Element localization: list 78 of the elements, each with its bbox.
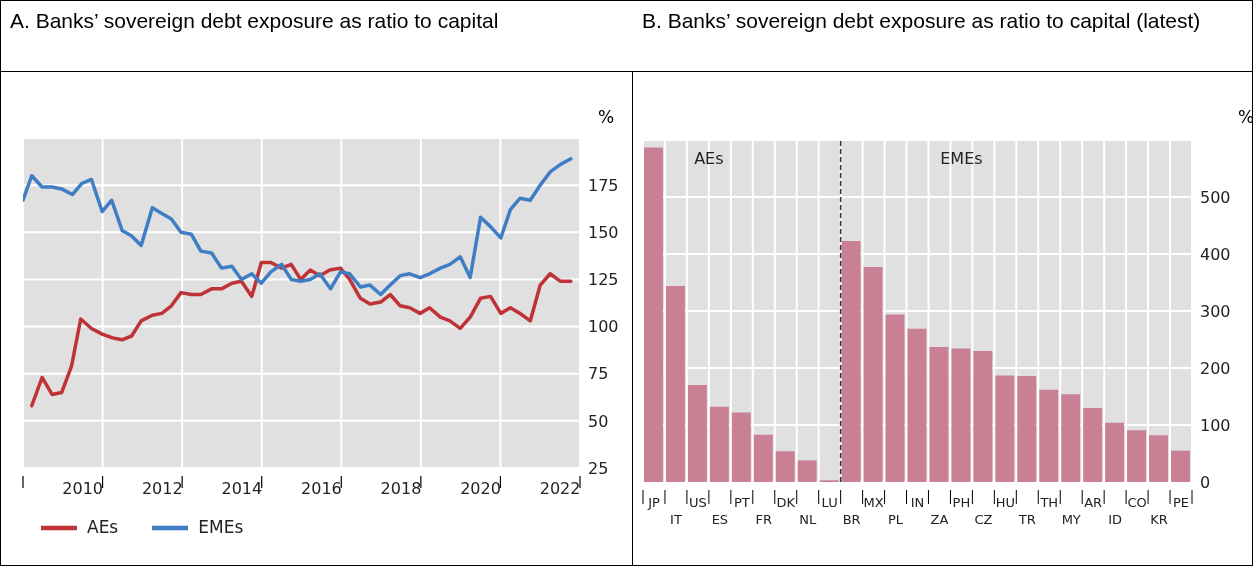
- annotation: AEs: [694, 149, 724, 168]
- x-tick-label: ES: [711, 512, 729, 527]
- x-tick-label: PE: [1172, 495, 1190, 510]
- bar: [863, 267, 883, 482]
- x-tick-label: KR: [1150, 512, 1168, 527]
- bar: [1017, 375, 1037, 482]
- x-tick-label: IN: [910, 495, 925, 510]
- x-tick-label: ID: [1108, 512, 1123, 527]
- x-tick-label: 2012: [141, 479, 183, 498]
- x-tick-label: PT: [733, 495, 750, 510]
- x-tick-label: JP: [647, 495, 660, 510]
- bar: [731, 412, 751, 482]
- annotation: EMEs: [940, 149, 983, 168]
- y-tick-label: 100: [588, 317, 619, 337]
- bar: [665, 285, 685, 482]
- x-tick-label: 2018: [380, 479, 422, 498]
- x-tick-label: LU: [821, 495, 838, 510]
- bar: [1127, 430, 1147, 482]
- y-tick-label: 25: [588, 458, 609, 478]
- x-tick-label: 2016: [301, 479, 342, 498]
- bar: [929, 346, 949, 482]
- x-tick-label: PH: [952, 495, 971, 510]
- x-tick-label: ZA: [930, 512, 949, 527]
- x-tick-label: CZ: [974, 512, 993, 527]
- x-tick-label: IT: [670, 512, 682, 527]
- y-tick-label: 100: [1200, 415, 1231, 435]
- y-axis-title: %: [598, 107, 615, 127]
- x-tick-label: BR: [842, 512, 861, 527]
- y-tick-label: 200: [1200, 358, 1231, 378]
- bar: [1105, 422, 1125, 482]
- bar: [995, 375, 1015, 482]
- x-tick-label: US: [689, 495, 707, 510]
- bar: [907, 328, 927, 482]
- bar: [841, 240, 861, 482]
- x-tick-label: FR: [755, 512, 773, 527]
- legend-label: EMEs: [198, 517, 244, 537]
- y-tick-label: 400: [1200, 244, 1231, 264]
- y-tick-label: 175: [588, 175, 619, 195]
- bar: [775, 451, 795, 482]
- bar: [951, 348, 971, 482]
- bar: [753, 434, 773, 482]
- bar: [1149, 435, 1169, 482]
- x-tick-label: TR: [1017, 512, 1036, 527]
- line-series: [23, 156, 573, 297]
- x-tick-label: 2010: [62, 479, 104, 498]
- bar: [1083, 407, 1103, 482]
- x-tick-label: MY: [1061, 512, 1081, 527]
- x-tick-label: 2014: [221, 479, 263, 498]
- chart-title: A. Banks’ sovereign debt exposure as ratio to capital: [10, 8, 500, 34]
- legend-label: AEs: [87, 517, 119, 537]
- x-tick-label: 2020: [460, 479, 501, 498]
- y-tick-label: 150: [588, 222, 619, 242]
- bar: [1061, 394, 1081, 482]
- x-tick-label: PL: [887, 512, 904, 527]
- x-tick-label: AR: [1084, 495, 1103, 510]
- x-tick-label: DK: [776, 495, 796, 510]
- y-tick-label: 300: [1200, 301, 1231, 321]
- bar: [797, 460, 817, 482]
- x-tick-label: TH: [1039, 495, 1059, 510]
- line-series: [30, 260, 573, 408]
- bar: [709, 406, 729, 482]
- bar: [973, 350, 993, 482]
- bar: [1039, 389, 1059, 482]
- y-tick-label: 500: [1200, 187, 1231, 207]
- y-tick-label: 50: [588, 411, 609, 431]
- x-tick-label: CO: [1127, 495, 1147, 510]
- bar: [1171, 450, 1190, 482]
- bar: [644, 147, 663, 482]
- chart-title: B. Banks’ sovereign debt exposure as ratio to capital (latest): [642, 8, 1202, 34]
- x-tick-label: HU: [995, 495, 1015, 510]
- bar: [885, 314, 905, 482]
- y-tick-label: 75: [588, 364, 609, 384]
- bar: [687, 385, 707, 482]
- x-tick-label: 2022: [539, 479, 581, 498]
- x-tick-label: NL: [799, 512, 817, 527]
- y-tick-label: 125: [588, 270, 619, 290]
- x-tick-label: MX: [863, 495, 884, 510]
- y-tick-label: 0: [1200, 472, 1211, 492]
